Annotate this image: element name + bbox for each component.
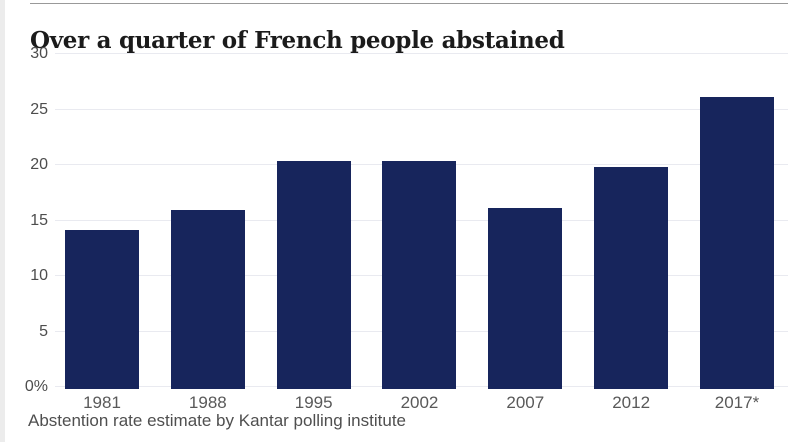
y-axis-tick-label: 20 [30, 156, 48, 173]
gridline-25 [55, 108, 788, 110]
bar-column-2012: 2012 [594, 167, 669, 411]
bar-1995 [276, 160, 351, 389]
bar-column-1995: 1995 [276, 160, 351, 411]
bar-column-2002: 2002 [382, 160, 457, 411]
bar-2007 [488, 208, 563, 389]
y-axis-tick-label: 15 [30, 211, 48, 229]
bar-column-2007: 2007 [488, 208, 563, 411]
bar-2017 [699, 97, 774, 389]
chart-title: Over a quarter of French people abstaine… [30, 27, 565, 55]
x-axis-label: 1995 [294, 393, 333, 412]
bar-1981 [65, 229, 139, 389]
x-axis-label: 1981 [83, 393, 121, 412]
bar-column-2017: 2017* [699, 97, 774, 411]
bar-column-1988: 1988 [170, 209, 245, 411]
title-divider-rule [30, 3, 788, 4]
x-axis-label: 2012 [612, 393, 651, 412]
y-axis-tick-label: 0% [24, 378, 48, 395]
x-axis-label: 2002 [400, 393, 439, 412]
x-axis-label: 1988 [188, 393, 227, 412]
bar-column-1981: 1981 [65, 229, 139, 411]
bars-row: 1981 1988 1995 2002 2007 2012 2017* [65, 53, 774, 411]
y-axis-tick-label: 30 [30, 45, 48, 62]
y-axis-tick-label: 25 [30, 100, 48, 118]
chart-caption: Abstention rate estimate by Kantar polli… [28, 411, 406, 430]
x-axis-label: 2017* [714, 393, 760, 412]
y-axis-tick-label: 10 [30, 267, 48, 284]
page-edge-strip [0, 0, 5, 442]
gridline-30 [55, 53, 788, 54]
y-axis-tick-label: 5 [39, 322, 48, 340]
bar-2002 [382, 160, 457, 389]
x-axis-label: 2007 [506, 393, 545, 412]
bar-1988 [170, 209, 245, 389]
bar-2012 [594, 167, 669, 389]
